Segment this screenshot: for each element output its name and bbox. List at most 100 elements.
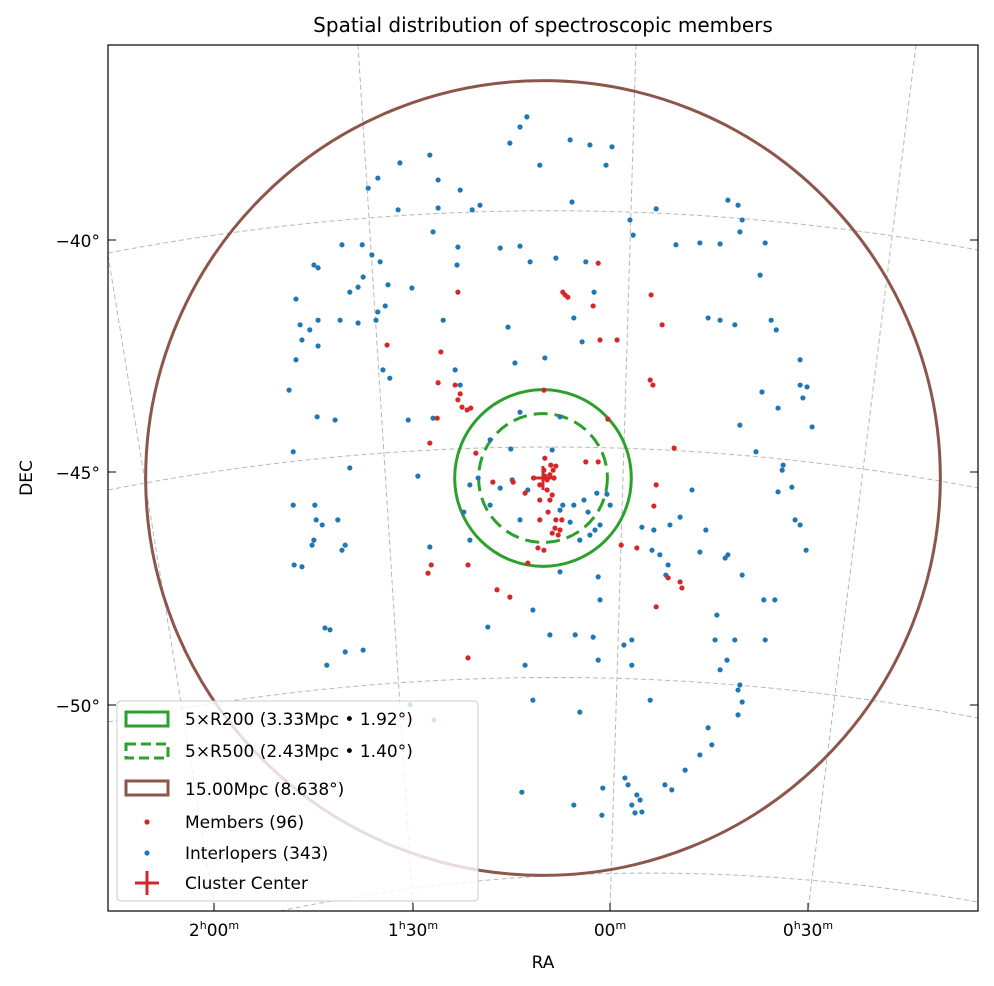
interlopers-point xyxy=(430,415,436,421)
interlopers-point xyxy=(332,417,338,423)
interlopers-point xyxy=(757,272,763,278)
interlopers-point xyxy=(452,367,458,373)
grid-ra-0h30m xyxy=(807,45,917,911)
members-point xyxy=(425,570,431,576)
interlopers-point xyxy=(800,395,806,401)
members-point xyxy=(434,415,440,421)
legend-15mpc-swatch xyxy=(124,779,170,797)
interlopers-point xyxy=(739,572,745,578)
interlopers-point xyxy=(775,489,781,495)
members-point xyxy=(465,562,471,568)
interlopers-point xyxy=(703,527,709,533)
interlopers-point xyxy=(485,624,491,630)
members-point xyxy=(547,497,553,503)
interlopers-point xyxy=(581,497,587,503)
members-point xyxy=(459,404,465,410)
interlopers-point xyxy=(772,597,778,603)
interlopers-point xyxy=(629,637,635,643)
interlopers-point xyxy=(712,637,718,643)
interlopers-point xyxy=(632,810,638,816)
interlopers-point xyxy=(487,502,493,508)
interlopers-point xyxy=(477,202,483,208)
interlopers-point xyxy=(309,542,315,548)
interlopers-point xyxy=(377,259,383,265)
interlopers-point xyxy=(360,647,366,653)
interlopers-point xyxy=(689,487,695,493)
members-point xyxy=(542,455,548,461)
interlopers-point xyxy=(327,627,333,633)
interlopers-point xyxy=(293,357,299,363)
interlopers-point xyxy=(653,206,659,212)
interlopers-point xyxy=(677,514,683,520)
interlopers-point xyxy=(467,537,473,543)
interlopers-point xyxy=(717,317,723,323)
interlopers-point xyxy=(739,217,745,223)
interlopers-point xyxy=(342,649,348,655)
interlopers-point xyxy=(621,642,627,648)
interlopers-point xyxy=(629,802,635,808)
interlopers-point xyxy=(517,243,523,249)
interlopers-point xyxy=(735,687,741,693)
grid-dec-50 xyxy=(108,677,978,723)
interlopers-point xyxy=(797,522,803,528)
members-point xyxy=(545,509,551,515)
members-point xyxy=(590,303,596,309)
x-axis: 2h00m 1h30m 00m 0h30m RA xyxy=(189,903,833,973)
interlopers-point xyxy=(591,289,597,295)
members-point xyxy=(427,440,433,446)
interlopers-point xyxy=(293,296,299,302)
members-point xyxy=(565,294,571,300)
interlopers-point xyxy=(373,317,379,323)
members-point xyxy=(549,492,555,498)
interlopers-point xyxy=(537,162,543,168)
interlopers-point xyxy=(299,337,305,343)
interlopers-point xyxy=(732,637,738,643)
interlopers-point xyxy=(409,285,415,291)
interlopers-point xyxy=(557,569,563,575)
plot-frame xyxy=(107,44,979,912)
interlopers-point xyxy=(454,262,460,268)
interlopers-point xyxy=(667,522,673,528)
legend-label-r500: 5×R500 (2.43Mpc • 1.40°) xyxy=(185,742,413,762)
members-point xyxy=(679,585,685,591)
grid-ra-00m xyxy=(609,45,637,911)
interlopers-point xyxy=(291,562,297,568)
interlopers-point xyxy=(299,564,305,570)
legend-label-center: Cluster Center xyxy=(185,874,308,894)
interlopers-point xyxy=(530,697,536,703)
interlopers-point xyxy=(595,574,601,580)
interlopers-point xyxy=(457,382,463,388)
members-point xyxy=(559,517,565,523)
grid-dec-45 xyxy=(108,446,978,491)
interlopers-point xyxy=(311,537,317,543)
interlopers-point xyxy=(375,309,381,315)
y-tick-label: −40° xyxy=(56,232,100,252)
members-point xyxy=(435,380,441,386)
interlopers-point xyxy=(594,490,600,496)
legend-r500-swatch xyxy=(124,742,170,760)
interlopers-point xyxy=(637,797,643,803)
members-point xyxy=(553,517,559,523)
members-point xyxy=(541,387,547,393)
members-point xyxy=(549,530,555,536)
interlopers-point xyxy=(797,382,803,388)
members-point xyxy=(537,482,543,488)
interlopers-point xyxy=(639,524,645,530)
members-point xyxy=(605,416,611,422)
interlopers-point xyxy=(779,467,785,473)
interlopers-point xyxy=(440,317,446,323)
interlopers-point xyxy=(759,389,765,395)
members-point xyxy=(677,579,683,585)
interlopers-point xyxy=(579,339,585,345)
interlopers-point xyxy=(597,597,603,603)
members-point xyxy=(384,342,390,348)
interlopers-point xyxy=(517,124,523,130)
interlopers-point xyxy=(313,517,319,523)
members-point xyxy=(618,542,624,548)
members-point xyxy=(541,547,547,553)
legend: 5×R200 (3.33Mpc • 1.92°) 5×R500 (2.43Mpc… xyxy=(116,700,479,902)
interlopers-point xyxy=(583,259,589,265)
members-point xyxy=(595,459,601,465)
interlopers-point xyxy=(647,697,653,703)
interlopers-point xyxy=(737,229,743,235)
